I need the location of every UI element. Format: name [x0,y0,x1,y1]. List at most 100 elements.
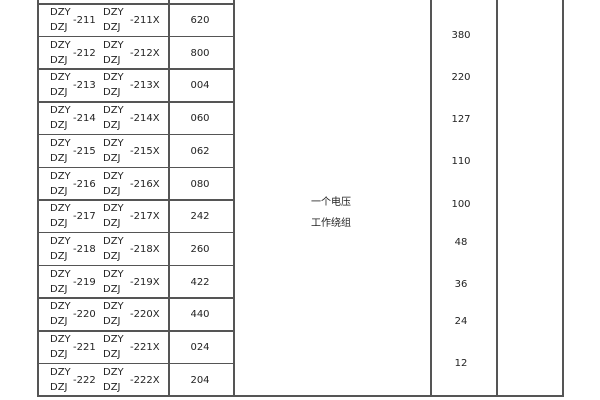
winding-line1: 一个电压 [311,197,351,208]
model-x-prefix-top: DZY [103,268,124,280]
model-number: -218 [73,243,96,255]
model-prefix-bottom: DZJ [50,381,68,393]
model-prefix-bottom: DZJ [50,218,68,230]
model-prefix-bottom: DZJ [50,185,68,197]
model-x-number: -215X [130,145,160,157]
model-x-prefix-top: DZY [103,203,124,215]
model-x-prefix-top: DZY [103,170,124,182]
model-x-prefix-bottom: DZJ [103,152,121,164]
model-x-prefix-bottom: DZJ [103,185,121,197]
model-prefix-top: DZY [50,170,71,182]
code-value: 260 [190,243,210,255]
column-divider [168,0,170,397]
row-divider [37,297,233,299]
model-x-number: -211X [130,15,160,26]
voltage-value: 380 [451,30,471,41]
model-x-number: -214X [130,113,160,125]
model-number: -215 [73,145,96,157]
voltage-value: 127 [451,114,471,125]
model-prefix-top: DZY [50,301,71,313]
model-x-number: -219X [130,276,160,288]
model-x-prefix-bottom: DZJ [103,22,121,33]
model-x-prefix-top: DZY [103,105,124,117]
code-value: 440 [190,309,210,321]
row-divider [37,35,233,38]
row-divider [37,330,233,332]
voltage-value: 110 [451,156,471,167]
model-prefix-bottom: DZJ [50,283,68,295]
column-divider [37,0,39,397]
voltage-value: 100 [451,199,471,210]
model-x-prefix-bottom: DZJ [103,120,121,132]
model-prefix-top: DZY [50,72,71,84]
model-number: -212 [73,47,96,59]
voltage-value: 36 [454,279,468,290]
code-value: 062 [190,145,210,157]
model-number: -211 [73,15,96,26]
model-prefix-bottom: DZJ [50,87,68,99]
model-x-prefix-top: DZY [103,137,124,149]
row-divider [37,101,233,103]
model-number: -217 [73,211,96,223]
model-x-prefix-top: DZY [103,72,124,84]
code-value: 242 [190,211,210,223]
model-x-prefix-bottom: DZJ [103,381,121,393]
model-x-number: -217X [130,211,160,223]
column-divider [233,0,235,397]
row-divider [37,133,233,136]
model-x-prefix-bottom: DZJ [103,218,121,230]
model-prefix-top: DZY [50,334,71,345]
voltage-value: 220 [451,72,471,83]
model-x-prefix-bottom: DZJ [103,283,121,295]
model-x-prefix-top: DZY [103,7,124,18]
code-value: 204 [190,374,210,386]
code-value: 024 [190,342,210,353]
model-number: -222 [73,374,96,386]
model-prefix-bottom: DZJ [50,152,68,164]
model-prefix-bottom: DZJ [50,120,68,132]
model-x-number: -218X [130,243,160,255]
column-divider [496,0,498,397]
row-divider [37,362,233,365]
model-x-number: -213X [130,80,160,92]
model-number: -221 [73,342,96,353]
model-prefix-bottom: DZJ [50,250,68,262]
model-x-prefix-top: DZY [103,334,124,345]
row-divider [37,166,233,168]
row-divider [37,68,233,70]
model-x-prefix-bottom: DZJ [103,349,121,360]
column-divider [430,0,432,397]
model-prefix-top: DZY [50,366,71,378]
model-prefix-top: DZY [50,105,71,117]
model-prefix-bottom: DZJ [50,349,68,360]
model-prefix-bottom: DZJ [50,22,68,33]
model-x-prefix-top: DZY [103,366,124,378]
code-value: 620 [190,15,210,26]
model-prefix-bottom: DZJ [50,54,68,66]
model-x-prefix-bottom: DZJ [103,250,121,262]
model-x-prefix-bottom: DZJ [103,316,121,328]
table-bottom-border [37,395,564,397]
model-prefix-top: DZY [50,268,71,280]
code-value: 060 [190,113,210,125]
voltage-value: 12 [454,358,468,369]
model-prefix-bottom: DZJ [50,316,68,328]
row-divider [37,199,233,201]
code-value: 800 [190,47,210,59]
row-divider [37,264,233,267]
code-value: 422 [190,276,210,288]
model-prefix-top: DZY [50,137,71,149]
model-number: -213 [73,80,96,92]
model-number: -220 [73,309,96,321]
model-x-prefix-bottom: DZJ [103,54,121,66]
winding-line2: 工作绕组 [311,218,351,229]
model-x-number: -222X [130,374,160,386]
model-x-prefix-bottom: DZJ [103,87,121,99]
code-value: 004 [190,80,210,92]
voltage-value: 48 [454,237,468,248]
row-divider [37,231,233,234]
row-divider [37,3,233,5]
model-number: -216 [73,178,96,190]
model-number: -214 [73,113,96,125]
model-prefix-top: DZY [50,39,71,51]
